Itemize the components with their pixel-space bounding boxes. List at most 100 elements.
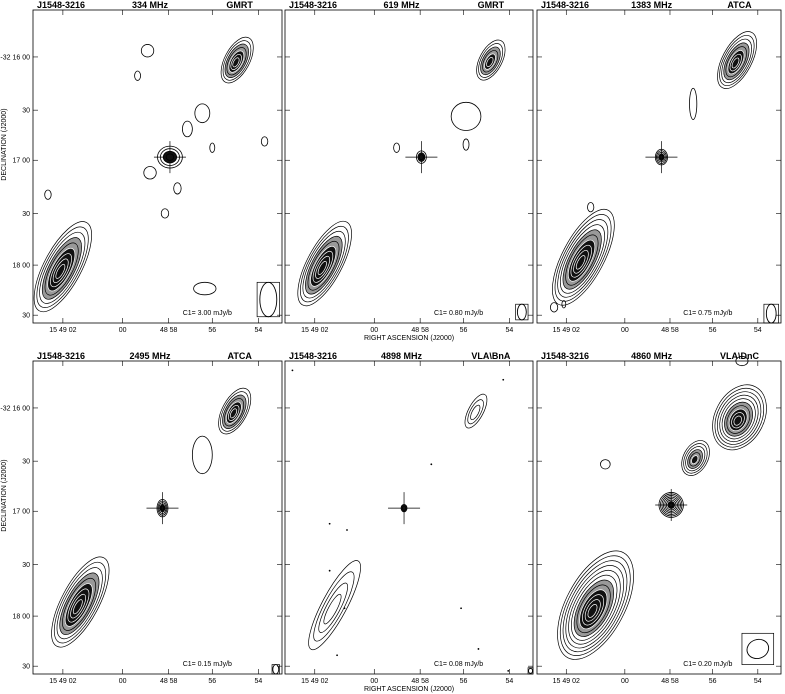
contour-blob	[173, 182, 182, 195]
contour-blob	[450, 101, 482, 131]
contour-panel-3: 15 49 02 00 48 58 56 54 J1548-3216 1383 MHz ATC…	[536, 0, 782, 334]
contour-panel-4: 15 49 02 00 48 58 56 54 -32 16 00 30 17 00 30 18 …	[0, 351, 283, 685]
contour-blob	[160, 208, 170, 219]
contour-line	[157, 145, 183, 169]
contour-line	[557, 550, 634, 660]
contour-blob	[134, 70, 141, 81]
plot-frame	[32, 360, 283, 675]
contour-line	[683, 443, 708, 474]
contour-line	[663, 496, 680, 514]
beam-ellipse	[272, 664, 280, 675]
x-tick-label: 00	[370, 327, 378, 334]
beam-ellipse	[528, 667, 533, 674]
x-tick-label: 15 49 02	[553, 678, 580, 685]
x-tick-label: 00	[119, 678, 127, 685]
beam-box	[527, 667, 534, 675]
contour-line	[587, 604, 598, 618]
contour-line	[318, 582, 348, 633]
radio-core	[658, 492, 684, 518]
radio-lobe	[681, 440, 710, 476]
contour-line	[681, 440, 710, 476]
contour-blob	[735, 355, 749, 367]
contour-line	[731, 57, 740, 69]
contour-line	[657, 151, 666, 163]
contour-line	[419, 154, 424, 160]
radio-lobe	[552, 208, 615, 306]
y-tick-label: 30	[22, 562, 30, 569]
beam-ellipse	[765, 303, 777, 324]
x-tick-label: 48 58	[661, 678, 679, 685]
contour-line	[56, 567, 103, 640]
panel-source: J1548-3216	[37, 0, 85, 10]
contour-blob	[600, 459, 611, 470]
contour-level-label: C1= 0.15 mJy/b	[183, 661, 232, 668]
contour-line	[36, 226, 89, 308]
plot-frame	[32, 9, 283, 324]
noise-contour	[346, 529, 348, 531]
contour-line	[218, 387, 252, 435]
contour-line	[478, 43, 504, 78]
y-tick-label: 30	[22, 313, 30, 320]
panel-source: J1548-3216	[289, 351, 337, 361]
x-tick-label: 54	[254, 678, 262, 685]
panel-frequency: 2495 MHz	[130, 351, 172, 361]
noise-contour	[328, 522, 331, 525]
contour-line	[308, 560, 361, 651]
x-tick-label: 15 49 02	[49, 678, 76, 685]
contour-panel-2: 15 49 02 00 48 58 56 54 J1548-3216 619 MHz GMRT…	[284, 0, 534, 342]
contour-blob	[689, 87, 698, 120]
contour-line	[719, 394, 759, 442]
radio-lobe	[464, 393, 488, 429]
x-tick-label: 48 58	[160, 327, 178, 334]
x-tick-label: 48 58	[411, 327, 429, 334]
contour-line	[721, 398, 756, 440]
contour-line	[716, 391, 762, 445]
contour-line	[313, 571, 355, 642]
contour-line	[159, 148, 180, 166]
y-tick-label: 30	[22, 459, 30, 466]
x-tick-label: 15 49 02	[301, 678, 328, 685]
contour-level-label: C1= 0.75 mJy/b	[683, 310, 732, 317]
contour-line	[300, 225, 349, 303]
y-tick-label: 30	[22, 211, 30, 218]
contour-line	[470, 404, 481, 421]
contour-line	[575, 255, 586, 270]
contour-line	[668, 502, 674, 508]
beam-ellipse	[516, 303, 527, 321]
panel-telescope: VLA\BnA	[471, 351, 510, 361]
contour-line	[33, 221, 92, 313]
contour-line	[51, 556, 110, 648]
x-tick-label: 00	[370, 678, 378, 685]
plot-frame	[536, 9, 782, 324]
contour-blob	[193, 281, 217, 296]
x-tick-label: 48 58	[160, 678, 178, 685]
contour-blob	[462, 138, 470, 151]
radio-lobe	[476, 39, 506, 81]
contour-line	[552, 208, 615, 306]
contour-line	[416, 150, 427, 164]
panel-frequency: 4860 MHz	[631, 351, 673, 361]
y-tick-label: 30	[22, 108, 30, 115]
noise-contour	[502, 378, 505, 381]
noise-contour	[460, 607, 462, 610]
y-tick-label: 18 00	[12, 614, 30, 621]
panel-frequency: 619 MHz	[384, 0, 421, 10]
contour-blob	[260, 136, 269, 147]
y-tick-label: 17 00	[12, 509, 30, 516]
contour-line	[476, 39, 506, 81]
noise-contour	[328, 569, 331, 572]
panel-telescope: GMRT	[226, 0, 253, 10]
contour-line	[712, 384, 767, 451]
contour-line	[229, 408, 238, 419]
contour-line	[220, 36, 254, 84]
x-tick-label: 54	[254, 327, 262, 334]
x-axis-label: RIGHT ASCENSION (J2000)	[364, 686, 454, 693]
radio-core	[400, 503, 408, 513]
contour-line	[222, 40, 252, 81]
contour-line	[691, 455, 699, 465]
noise-contour	[291, 369, 294, 372]
contour-line	[53, 561, 107, 644]
contour-blob	[182, 120, 193, 138]
plot-frame	[536, 360, 782, 675]
contour-line	[658, 492, 684, 518]
